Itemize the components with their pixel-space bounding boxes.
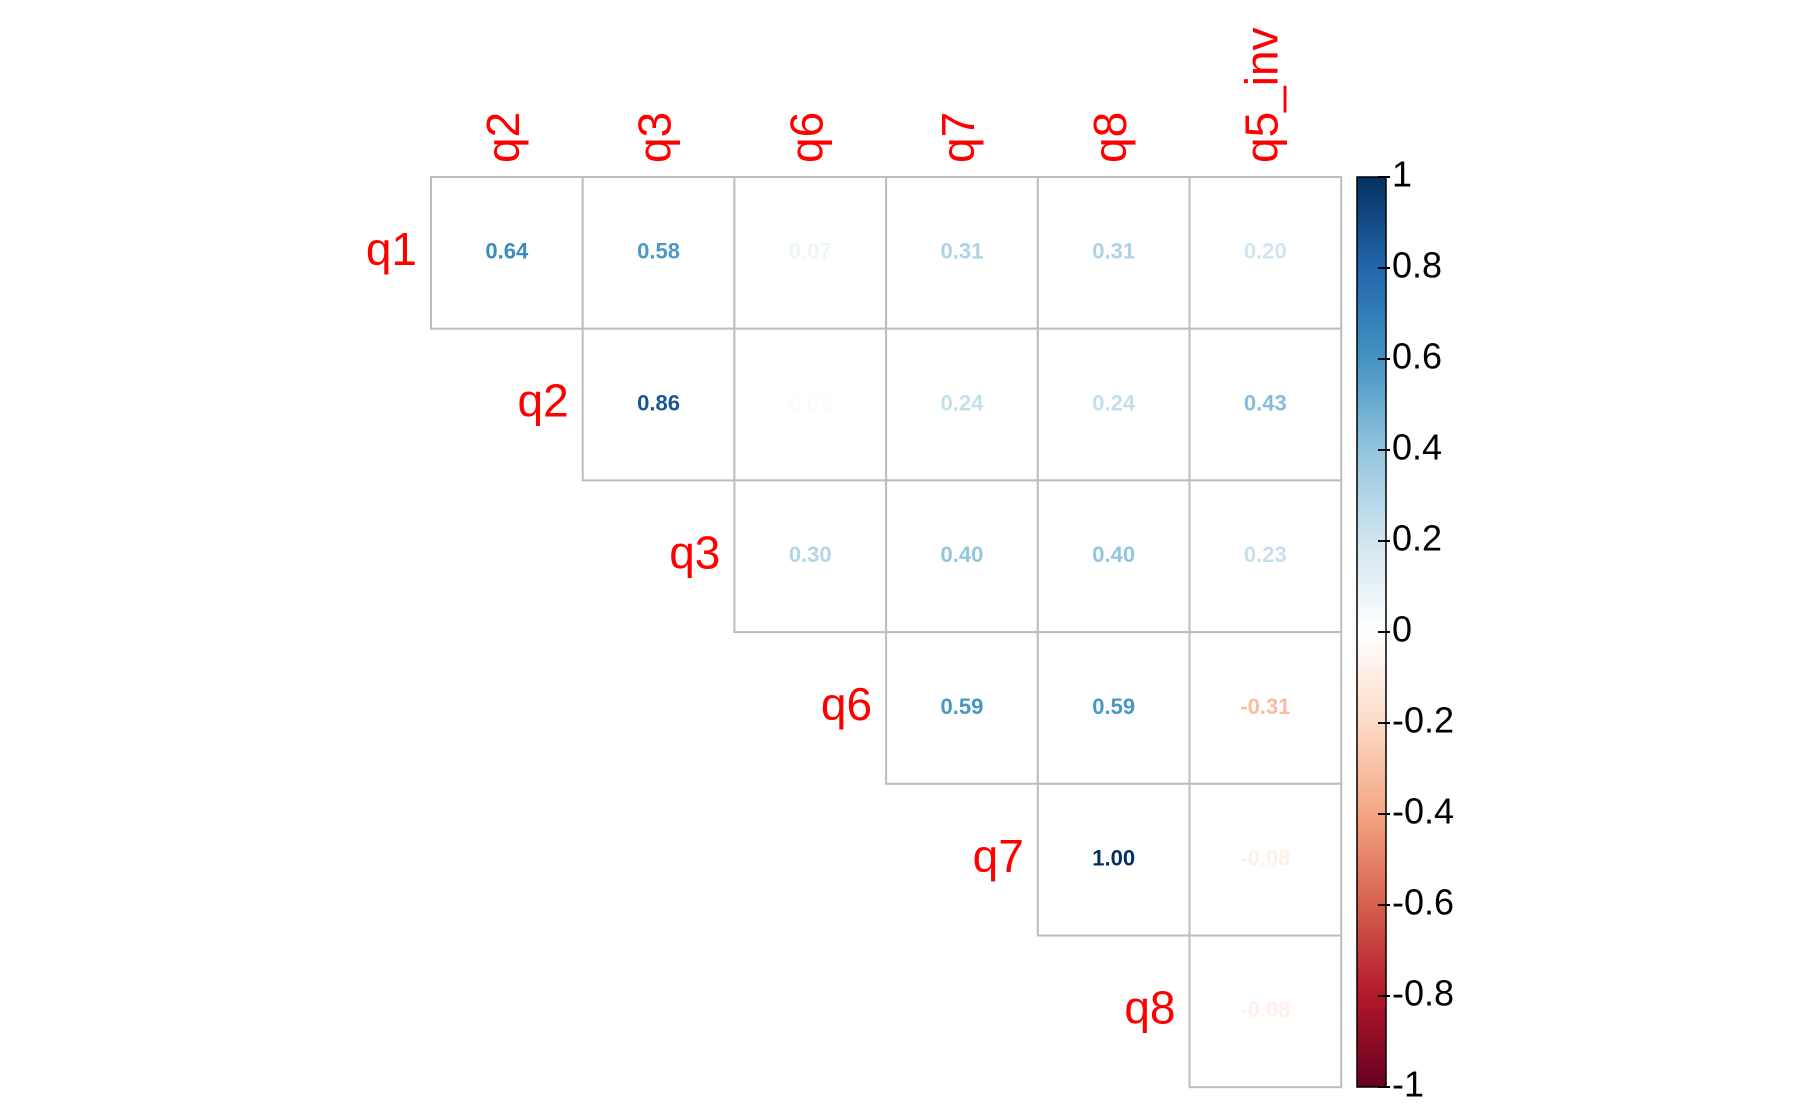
column-label: q8 <box>1084 112 1136 163</box>
cell <box>1188 176 1343 330</box>
cell <box>733 176 888 330</box>
colorbar-tick-label: 0 <box>1392 609 1412 650</box>
value-label: -0.08 <box>1240 997 1290 1022</box>
value-label: 0.59 <box>941 694 984 719</box>
value-label: 0.07 <box>789 239 832 264</box>
column-label: q7 <box>932 112 984 163</box>
colorbar-tick-label: -0.6 <box>1392 882 1454 923</box>
value-label: 0.31 <box>1092 239 1135 264</box>
value-label: 0.30 <box>789 542 832 567</box>
colorbar-tick-label: 0.2 <box>1392 518 1442 559</box>
colorbar-tick-label: -0.4 <box>1392 791 1454 832</box>
value-label: -0.31 <box>1240 694 1290 719</box>
cell <box>733 327 888 482</box>
column-label: q6 <box>780 112 832 163</box>
row-label: q8 <box>1124 982 1175 1034</box>
colorbar-tick-label: -0.2 <box>1392 700 1454 741</box>
cell <box>1188 479 1343 634</box>
cell <box>581 176 736 330</box>
colorbar-tick-label: -0.8 <box>1392 973 1454 1014</box>
column-label: q5_inv <box>1236 27 1288 163</box>
column-label: q3 <box>629 112 681 163</box>
row-label: q6 <box>821 678 872 730</box>
value-label: 0.40 <box>941 542 984 567</box>
cell <box>885 479 1039 634</box>
value-label: 0.02 <box>789 390 832 415</box>
cell <box>430 176 584 330</box>
value-label: 0.24 <box>941 390 985 415</box>
cell <box>733 479 888 634</box>
value-label: 0.20 <box>1244 239 1287 264</box>
colorbar-tick-label: -1 <box>1392 1064 1424 1105</box>
cell <box>885 631 1039 785</box>
cell <box>1188 934 1343 1089</box>
cell <box>1036 327 1191 482</box>
row-label: q2 <box>518 375 569 427</box>
value-label: -0.08 <box>1240 845 1290 870</box>
colorbar-tick-label: 0.6 <box>1392 336 1442 377</box>
value-label: 0.24 <box>1092 390 1136 415</box>
value-label: 0.43 <box>1244 390 1287 415</box>
colorbar-tick-label: 0.8 <box>1392 245 1442 286</box>
cell <box>1036 479 1191 634</box>
cell <box>1036 176 1191 330</box>
value-label: 0.31 <box>941 239 984 264</box>
row-label: q1 <box>366 223 417 275</box>
cell <box>581 327 736 482</box>
colorbar-tick-label: 0.4 <box>1392 427 1442 468</box>
cell <box>885 176 1039 330</box>
value-label: 0.40 <box>1092 542 1135 567</box>
cell <box>1188 631 1343 785</box>
value-label: 1.00 <box>1092 845 1135 870</box>
row-label: q7 <box>973 830 1024 882</box>
value-label: 0.59 <box>1092 694 1135 719</box>
row-label: q3 <box>669 526 720 578</box>
colorbar-tick-label: 1 <box>1392 154 1412 195</box>
value-label: 0.86 <box>637 390 680 415</box>
column-label: q2 <box>477 112 529 163</box>
value-label: 0.58 <box>637 239 680 264</box>
cell <box>1036 782 1191 937</box>
value-label: 0.64 <box>485 239 529 264</box>
cell <box>1036 631 1191 785</box>
cell <box>1188 327 1343 482</box>
value-label: 0.23 <box>1244 542 1287 567</box>
cell <box>1188 782 1343 937</box>
